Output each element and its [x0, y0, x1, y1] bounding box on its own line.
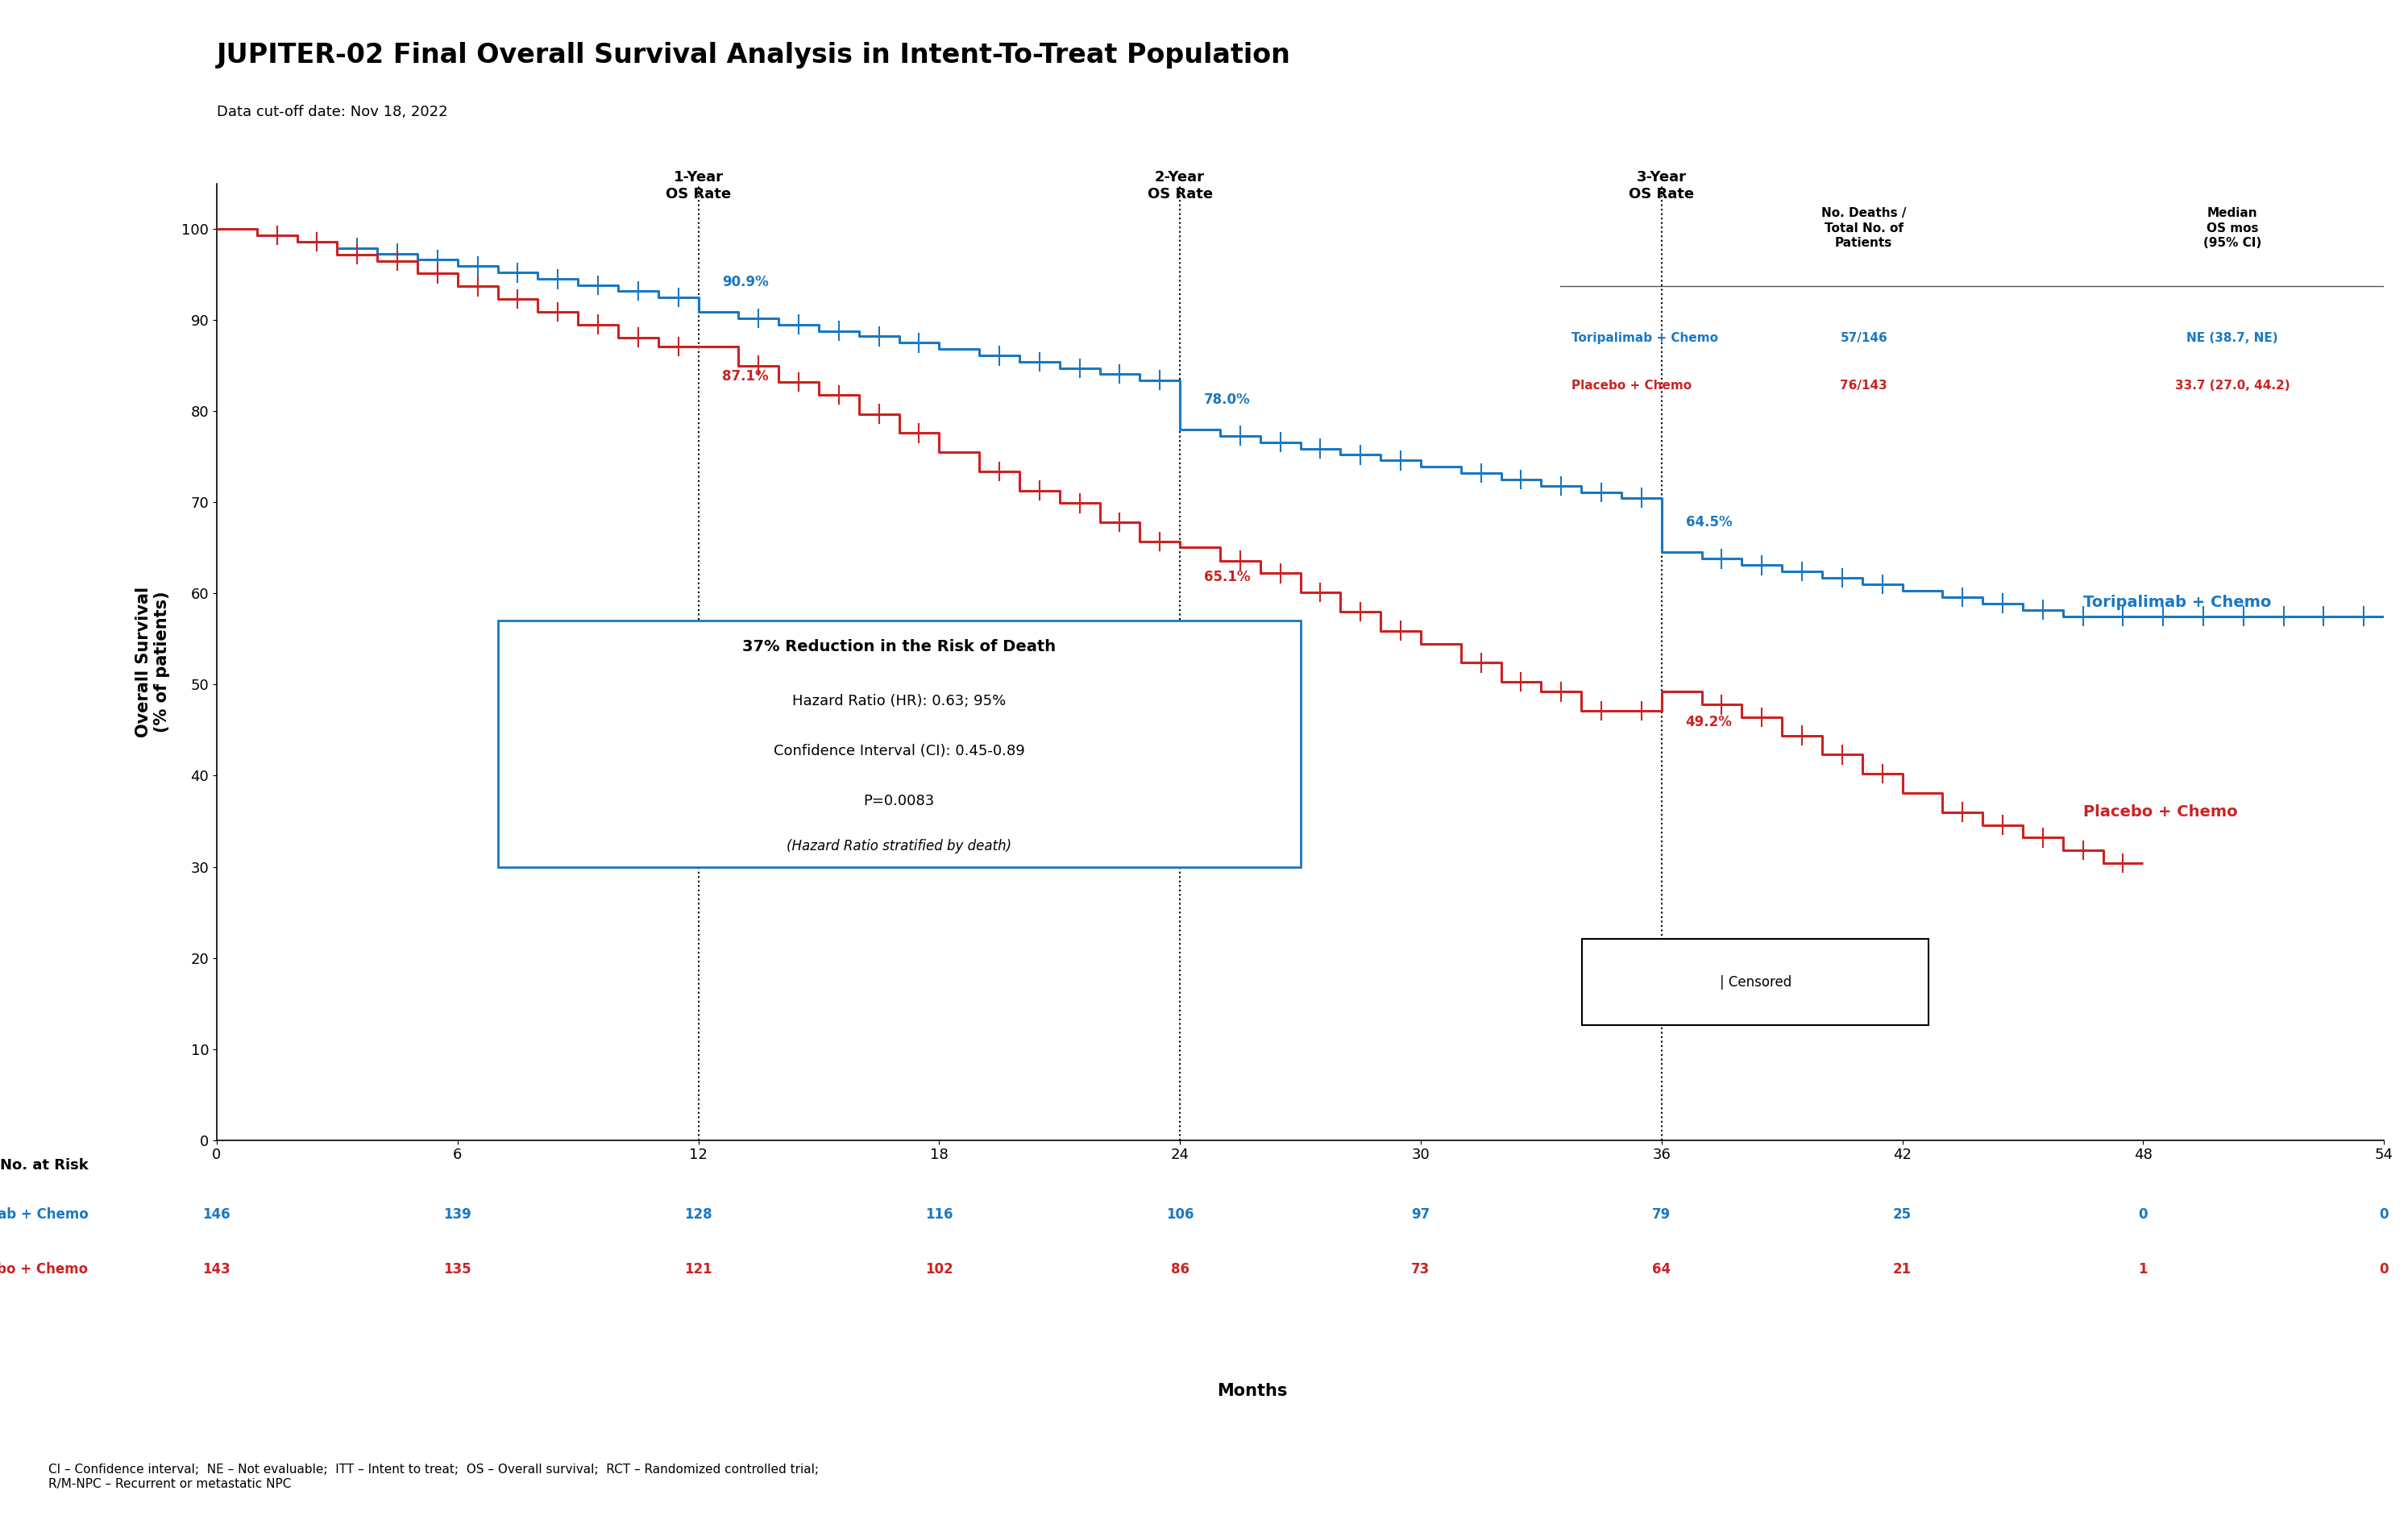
Text: P=0.0083: P=0.0083 [864, 795, 934, 808]
Text: | Censored: | Censored [1719, 975, 1792, 990]
Text: Toripalimab + Chemo: Toripalimab + Chemo [0, 1207, 89, 1222]
Text: (Hazard Ratio stratified by death): (Hazard Ratio stratified by death) [787, 839, 1011, 853]
Text: Confidence Interval (CI): 0.45-0.89: Confidence Interval (CI): 0.45-0.89 [773, 744, 1026, 758]
Text: 1: 1 [2138, 1262, 2148, 1276]
Text: 33.7 (27.0, 44.2): 33.7 (27.0, 44.2) [2174, 379, 2290, 391]
Text: 116: 116 [925, 1207, 954, 1222]
Text: Placebo + Chemo: Placebo + Chemo [0, 1262, 89, 1276]
Text: 73: 73 [1411, 1262, 1430, 1276]
Text: 128: 128 [684, 1207, 713, 1222]
Text: 79: 79 [1652, 1207, 1671, 1222]
Text: 121: 121 [684, 1262, 713, 1276]
Text: Placebo + Chemo: Placebo + Chemo [1570, 379, 1690, 391]
Text: 64: 64 [1652, 1262, 1671, 1276]
Text: 25: 25 [1893, 1207, 1912, 1222]
Text: 0: 0 [2379, 1207, 2389, 1222]
Text: Placebo + Chemo: Placebo + Chemo [2083, 804, 2237, 819]
Text: 0: 0 [2379, 1262, 2389, 1276]
Text: Data cut-off date: Nov 18, 2022: Data cut-off date: Nov 18, 2022 [217, 105, 448, 119]
Text: Median
OS mos
(95% CI): Median OS mos (95% CI) [2203, 208, 2261, 249]
Text: Hazard Ratio (HR): 0.63; 95%: Hazard Ratio (HR): 0.63; 95% [792, 694, 1007, 707]
Text: 97: 97 [1411, 1207, 1430, 1222]
Text: 135: 135 [443, 1262, 472, 1276]
Text: 102: 102 [925, 1262, 954, 1276]
Text: 49.2%: 49.2% [1686, 715, 1731, 729]
Text: No. Deaths /
Total No. of
Patients: No. Deaths / Total No. of Patients [1820, 208, 1907, 249]
Text: Toripalimab + Chemo: Toripalimab + Chemo [2083, 594, 2271, 610]
Text: 1-Year
OS Rate: 1-Year OS Rate [665, 170, 732, 202]
Text: 3-Year
OS Rate: 3-Year OS Rate [1628, 170, 1695, 202]
Text: 0: 0 [2138, 1207, 2148, 1222]
Text: 64.5%: 64.5% [1686, 515, 1731, 530]
Text: 76/143: 76/143 [1840, 379, 1888, 391]
Text: 146: 146 [202, 1207, 231, 1222]
Text: 57/146: 57/146 [1840, 332, 1888, 344]
Text: 87.1%: 87.1% [722, 370, 768, 384]
Text: 37% Reduction in the Risk of Death: 37% Reduction in the Risk of Death [742, 639, 1055, 654]
Text: 106: 106 [1165, 1207, 1194, 1222]
FancyBboxPatch shape [498, 620, 1300, 866]
Y-axis label: Overall Survival
(% of patients): Overall Survival (% of patients) [135, 587, 171, 736]
Text: 78.0%: 78.0% [1204, 393, 1250, 406]
Text: 143: 143 [202, 1262, 231, 1276]
Text: 21: 21 [1893, 1262, 1912, 1276]
Text: 86: 86 [1170, 1262, 1190, 1276]
Text: 139: 139 [443, 1207, 472, 1222]
FancyBboxPatch shape [1582, 940, 1929, 1025]
Text: 90.9%: 90.9% [722, 275, 768, 289]
Text: Months: Months [1216, 1383, 1288, 1400]
Text: JUPITER-02 Final Overall Survival Analysis in Intent-To-Treat Population: JUPITER-02 Final Overall Survival Analys… [217, 43, 1291, 69]
Text: CI – Confidence interval;  NE – Not evaluable;  ITT – Intent to treat;  OS – Ove: CI – Confidence interval; NE – Not evalu… [48, 1464, 819, 1490]
Text: NE (38.7, NE): NE (38.7, NE) [2186, 332, 2278, 344]
Text: Toripalimab + Chemo: Toripalimab + Chemo [1570, 332, 1717, 344]
Text: No. at Risk: No. at Risk [0, 1158, 89, 1172]
Text: 65.1%: 65.1% [1204, 570, 1250, 584]
Text: 2-Year
OS Rate: 2-Year OS Rate [1146, 170, 1214, 202]
